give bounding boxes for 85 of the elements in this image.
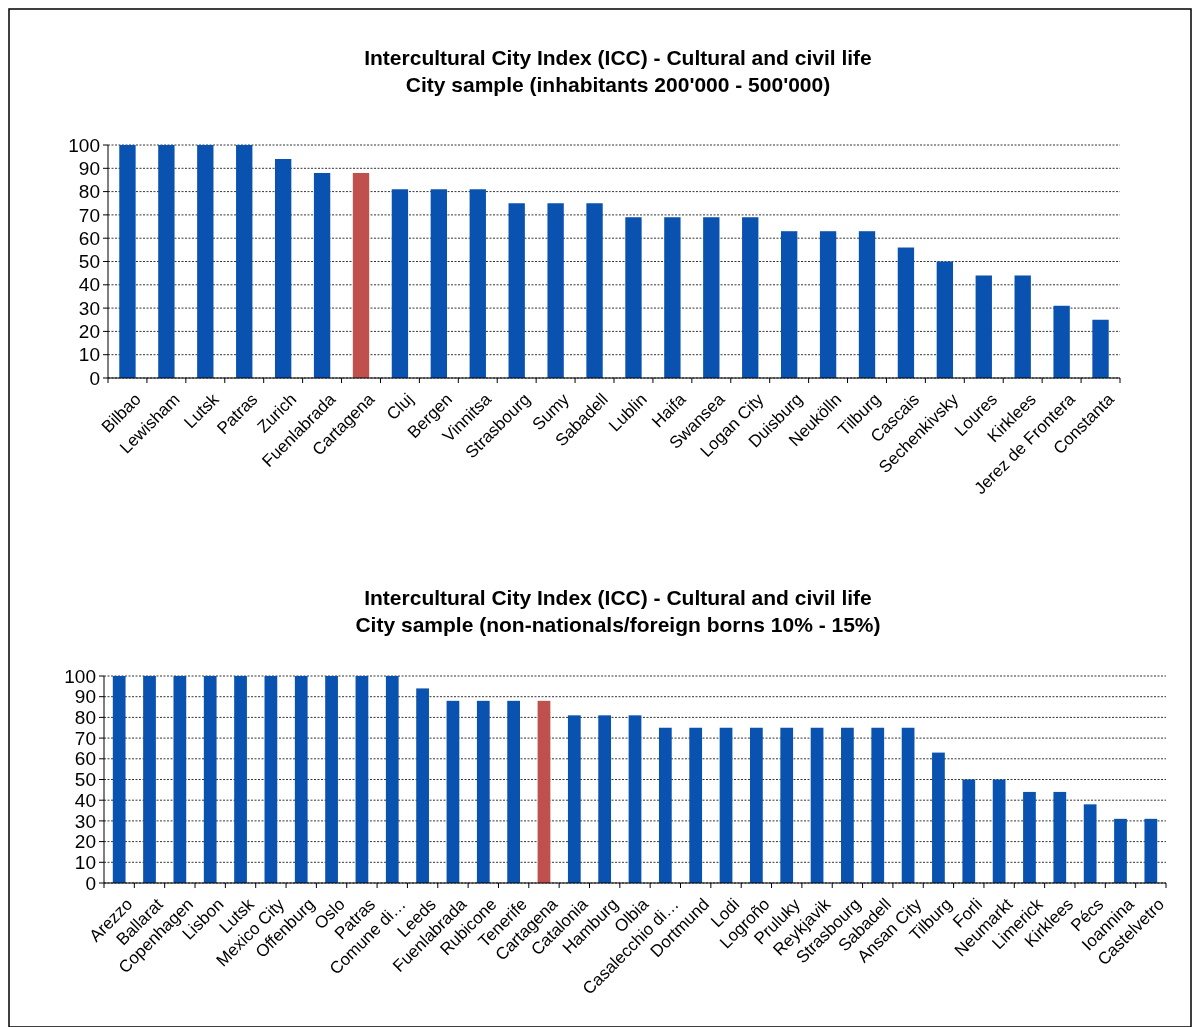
bar (294, 676, 308, 883)
bar (352, 172, 370, 378)
bar (901, 727, 915, 883)
bar (932, 752, 945, 883)
bar (1114, 818, 1127, 883)
bar (897, 247, 915, 378)
y-tick-label: 90 (74, 686, 96, 708)
bar (158, 145, 175, 378)
bar (703, 217, 720, 378)
y-tick-label: 60 (74, 748, 96, 770)
bar (658, 727, 672, 883)
y-tick-label: 0 (89, 367, 100, 389)
bar (446, 700, 460, 883)
bar (112, 676, 126, 883)
bar (719, 727, 733, 883)
bar (975, 275, 992, 378)
bar (1092, 319, 1109, 378)
y-tick-label: 100 (68, 134, 100, 156)
y-tick-label: 40 (78, 274, 100, 296)
bar (313, 172, 331, 378)
bar (962, 779, 976, 883)
bar (1144, 818, 1158, 883)
bar (780, 727, 794, 883)
bar (1083, 804, 1097, 883)
bar (469, 189, 486, 378)
bar (355, 676, 369, 883)
bar (507, 700, 520, 883)
bar (1053, 305, 1070, 378)
bar (664, 217, 681, 378)
y-tick-label: 30 (78, 297, 100, 319)
y-tick-label: 30 (74, 810, 96, 832)
bar (936, 261, 954, 378)
y-tick-label: 60 (78, 227, 100, 249)
bar (547, 203, 564, 378)
bar (1023, 791, 1036, 883)
y-tick-label: 10 (78, 344, 100, 366)
y-tick-label: 50 (78, 251, 100, 273)
y-tick-label: 70 (74, 727, 96, 749)
y-tick-label: 90 (78, 157, 100, 179)
bar (173, 676, 187, 883)
bar (567, 715, 581, 883)
bar (197, 145, 214, 378)
bar (234, 676, 247, 883)
bar (819, 231, 837, 378)
bar (1014, 275, 1031, 378)
bar (385, 676, 399, 883)
y-tick-label: 70 (78, 204, 100, 226)
bar (871, 727, 885, 883)
chart-title: Intercultural City Index (ICC) - Cultural and civil life City sample (inhabitants 200'000 - 500'000) (364, 46, 872, 96)
y-tick-label: 50 (74, 769, 96, 791)
y-tick-label: 20 (74, 831, 96, 853)
chart-title: Intercultural City Index (ICC) - Cultural and civil life City sample (non-nationals/foreign borns 10% - 15%) (355, 586, 881, 636)
bar (325, 676, 338, 883)
y-tick-label: 80 (78, 181, 100, 203)
bar (586, 203, 603, 378)
bar (750, 727, 763, 883)
bar (143, 676, 156, 883)
y-tick-label: 0 (85, 872, 96, 894)
bar (430, 189, 448, 378)
y-tick-label: 20 (78, 321, 100, 343)
bar (841, 727, 854, 883)
y-tick-label: 100 (64, 665, 96, 687)
y-tick-label: 10 (74, 851, 96, 873)
bar (689, 727, 703, 883)
bar (598, 715, 612, 883)
y-tick-label: 80 (74, 707, 96, 729)
bar (508, 203, 525, 378)
bar (628, 715, 642, 883)
bar (1053, 791, 1067, 883)
bar (264, 676, 278, 883)
bar (416, 688, 429, 883)
bar (780, 231, 798, 378)
bar (858, 231, 876, 378)
bar (476, 700, 490, 883)
bar (274, 158, 292, 378)
bar (625, 217, 642, 378)
bar (537, 700, 551, 883)
bar (810, 727, 824, 883)
bar (236, 145, 253, 378)
bar (391, 189, 409, 378)
bar (119, 145, 136, 378)
bar (203, 676, 217, 883)
bar (992, 779, 1006, 883)
y-tick-label: 40 (74, 789, 96, 811)
bar (742, 217, 759, 378)
